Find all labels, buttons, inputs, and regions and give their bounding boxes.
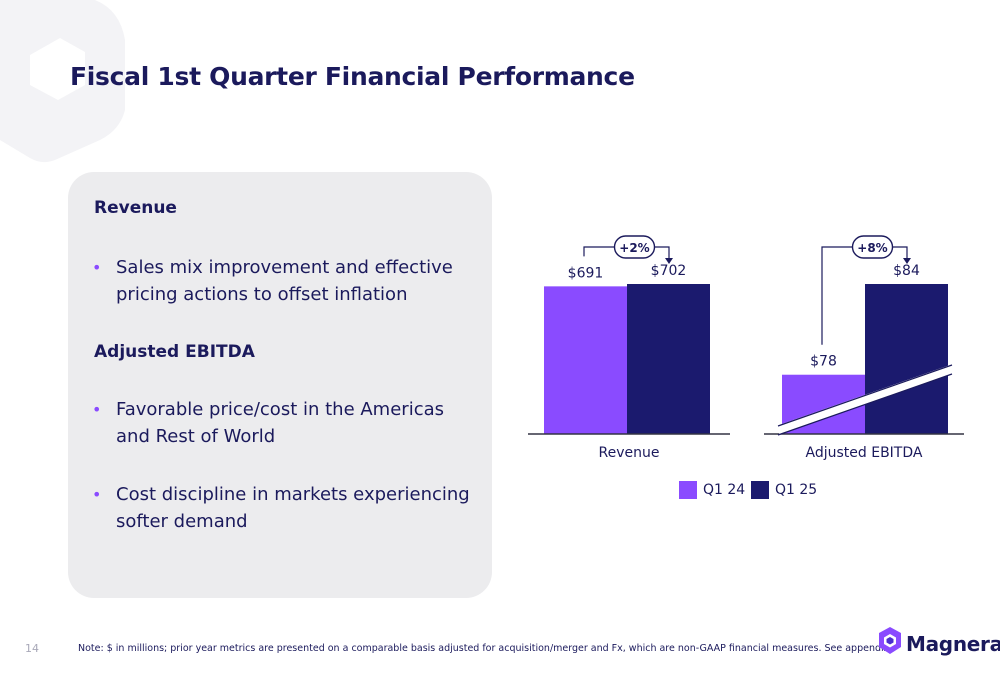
change-arrow-icon: [903, 258, 911, 264]
commentary-panel: Revenue • Sales mix improvement and effe…: [68, 172, 492, 598]
footnote: Note: $ in millions; prior year metrics …: [78, 643, 893, 654]
ebitda-bullet: • Favorable price/cost in the Americas a…: [92, 396, 482, 450]
bullet-icon: •: [92, 400, 102, 419]
bar-q1-25: [627, 284, 710, 434]
legend-swatch: [679, 481, 697, 499]
axis-break-line: [777, 364, 953, 427]
logo-text: Magnera: [906, 632, 1000, 656]
data-label: $84: [893, 263, 920, 279]
slide-title: Fiscal 1st Quarter Financial Performance: [70, 62, 635, 91]
legend-swatch: [751, 481, 769, 499]
bullet-icon: •: [92, 258, 102, 277]
bar-q1-24: [544, 286, 627, 434]
change-arrow-icon: [665, 258, 673, 264]
legend-item-q1-25: Q1 25: [751, 481, 817, 499]
data-label: $691: [568, 265, 604, 281]
ebitda-heading: Adjusted EBITDA: [94, 342, 255, 362]
change-percent: +8%: [857, 241, 887, 255]
axis-break-gap: [776, 364, 954, 435]
revenue-heading: Revenue: [94, 198, 177, 218]
bullet-icon: •: [92, 485, 102, 504]
category-label: Adjusted EBITDA: [806, 445, 923, 461]
magnera-logo-icon: [879, 627, 901, 654]
change-percent: +2%: [619, 241, 649, 255]
legend-item-q1-24: Q1 24: [679, 481, 745, 499]
bar-q1-25: [865, 284, 948, 434]
background-logo-watermark: [0, 0, 125, 163]
change-badge: [851, 235, 894, 259]
category-label: Revenue: [599, 445, 660, 461]
page-number: 14: [25, 642, 39, 655]
data-label: $78: [810, 354, 837, 370]
change-badge: [613, 235, 656, 259]
financial-bar-chart: $691 $702 Revenue +2% $78 $84 Adjusted EBITDA +…: [528, 235, 964, 461]
revenue-bullet: • Sales mix improvement and effective pr…: [92, 254, 482, 308]
ebitda-bullet: • Cost discipline in markets experiencin…: [92, 481, 482, 535]
data-label: $702: [651, 263, 687, 279]
axis-break-line: [777, 373, 953, 436]
